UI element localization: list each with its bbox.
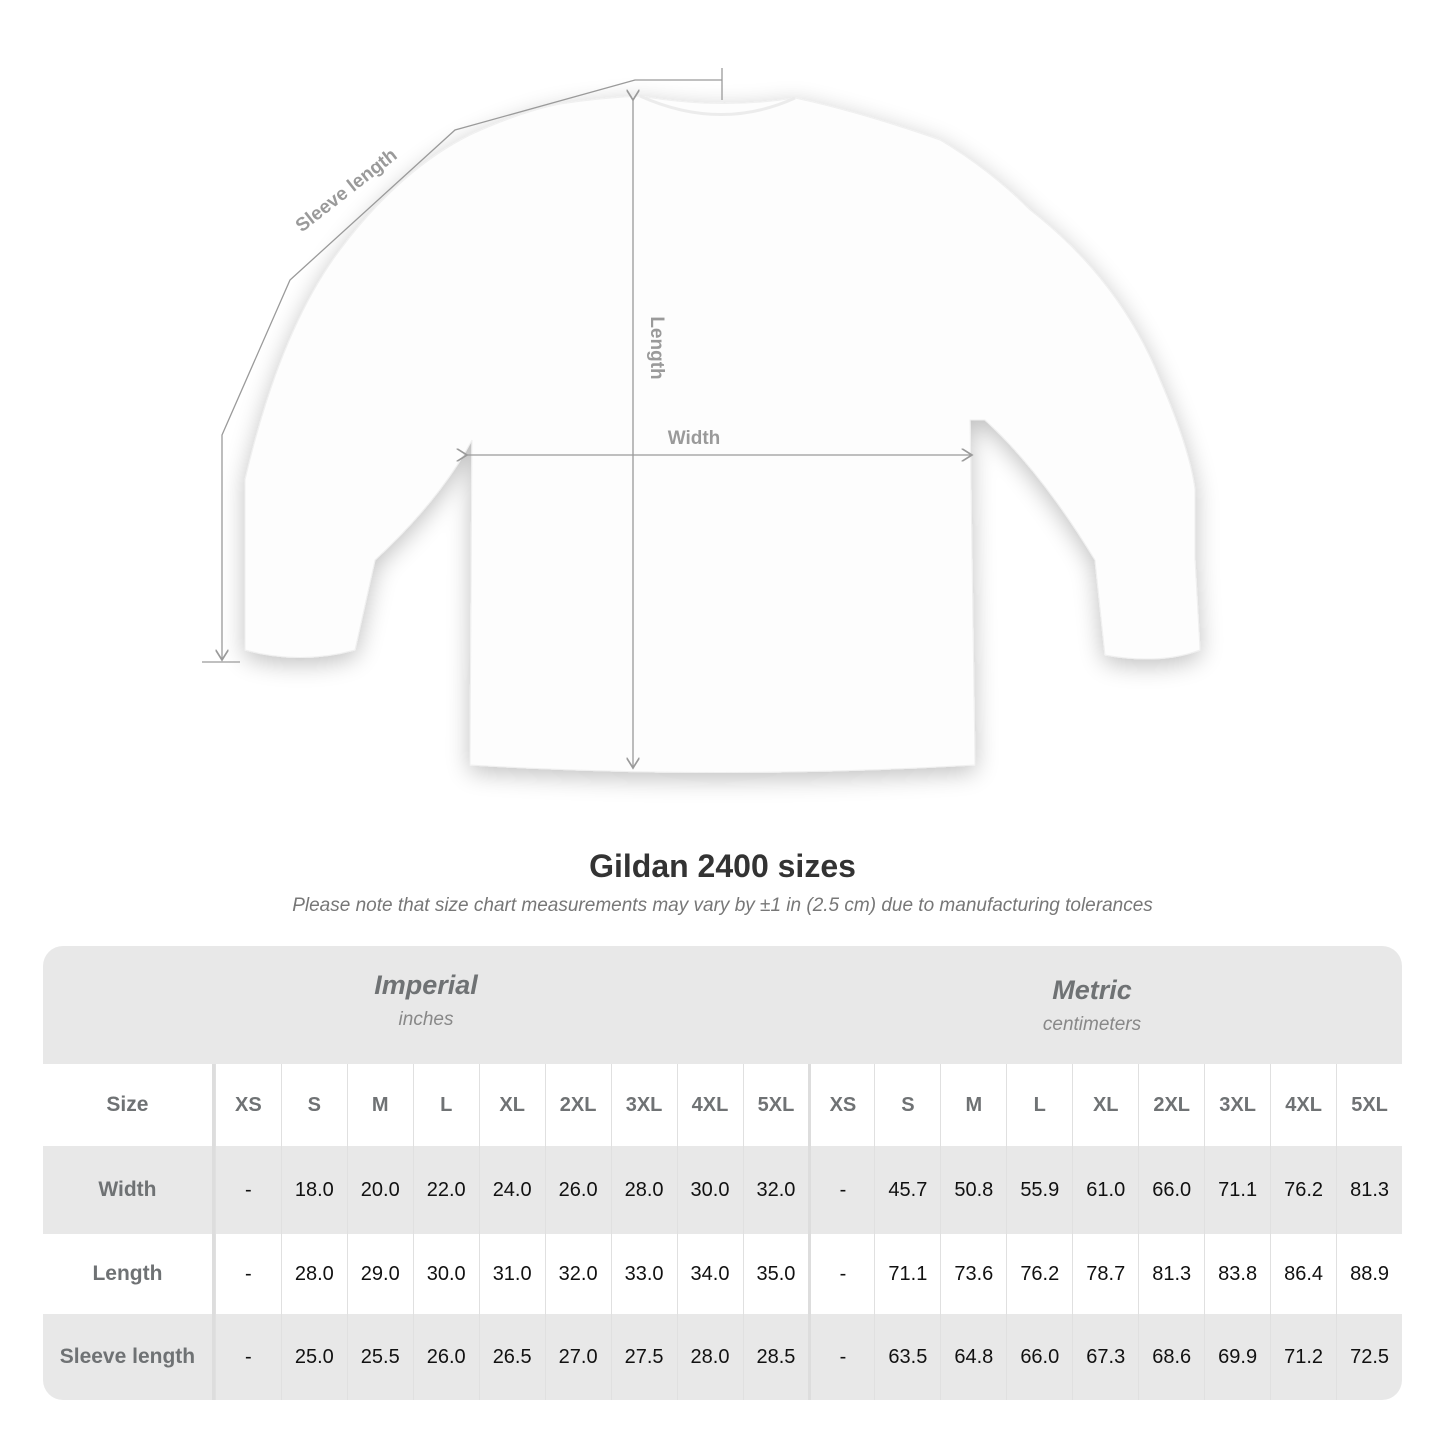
imperial-value-cell: - bbox=[214, 1314, 281, 1400]
imperial-value-cell: 35.0 bbox=[742, 1234, 809, 1314]
imperial-size-header: M bbox=[346, 1064, 413, 1146]
metric-value-cell: 68.6 bbox=[1138, 1314, 1204, 1400]
imperial-value-cell: 30.0 bbox=[676, 1146, 743, 1234]
page-title: Gildan 2400 sizes bbox=[589, 848, 856, 884]
metric-size-header: 2XL bbox=[1138, 1064, 1204, 1146]
metric-value-cell: 69.9 bbox=[1204, 1314, 1270, 1400]
imperial-title: Imperial bbox=[374, 970, 478, 1000]
imperial-value-cell: 26.5 bbox=[478, 1314, 545, 1400]
row-label: Length bbox=[43, 1234, 215, 1314]
metric-value-cell: 71.2 bbox=[1270, 1314, 1336, 1400]
imperial-value-cell: 34.0 bbox=[676, 1234, 743, 1314]
metric-value-cell: 71.1 bbox=[874, 1234, 940, 1314]
table-row: Sleeve length -25.0 25.5 26.0 26.5 27.0 27.5 28… bbox=[43, 1314, 1402, 1400]
metric-value-cell: 76.2 bbox=[1006, 1234, 1072, 1314]
metric-size-header: 4XL bbox=[1270, 1064, 1336, 1146]
sleeve-length-line bbox=[202, 68, 723, 663]
metric-value-cell: 55.9 bbox=[1006, 1146, 1072, 1234]
length-label: Length bbox=[646, 316, 667, 379]
imperial-value-cell: 31.0 bbox=[478, 1234, 545, 1314]
imperial-header: Imperial inches bbox=[215, 946, 637, 1064]
metric-value-cell: 81.3 bbox=[1138, 1234, 1204, 1314]
metric-title: Metric bbox=[1052, 975, 1132, 1005]
metric-value-cell: - bbox=[808, 1146, 874, 1234]
units-header-band bbox=[43, 946, 1402, 1064]
metric-value-cell: 45.7 bbox=[874, 1146, 940, 1234]
imperial-size-header: 3XL bbox=[610, 1064, 677, 1146]
imperial-size-header: 5XL bbox=[742, 1064, 809, 1146]
imperial-value-cell: 22.0 bbox=[412, 1146, 479, 1234]
metric-value-cell: 73.6 bbox=[940, 1234, 1006, 1314]
imperial-size-header: XS bbox=[214, 1064, 281, 1146]
metric-value-cell: 50.8 bbox=[940, 1146, 1006, 1234]
row-label: Width bbox=[43, 1146, 215, 1234]
imperial-value-cell: 26.0 bbox=[412, 1314, 479, 1400]
metric-size-header: 3XL bbox=[1204, 1064, 1270, 1146]
imperial-value-cell: 28.5 bbox=[742, 1314, 809, 1400]
imperial-value-cell: 26.0 bbox=[544, 1146, 611, 1234]
shirt-shape bbox=[244, 95, 1201, 773]
imperial-value-cell: 28.0 bbox=[676, 1314, 743, 1400]
imperial-value-cell: 29.0 bbox=[346, 1234, 413, 1314]
tolerance-note: Please note that size chart measurements… bbox=[292, 895, 1153, 916]
size-table: Imperial inches Metric centimeters Size X… bbox=[43, 946, 1402, 1400]
size-label: Size bbox=[43, 1064, 215, 1146]
imperial-value-cell: - bbox=[214, 1146, 281, 1234]
imperial-value-cell: 30.0 bbox=[412, 1234, 479, 1314]
long-sleeve-shirt-diagram: Sleeve length Length Width bbox=[202, 68, 1201, 773]
imperial-value-cell: 27.0 bbox=[544, 1314, 611, 1400]
imperial-value-cell: 25.0 bbox=[280, 1314, 347, 1400]
metric-unit: centimeters bbox=[1042, 1014, 1142, 1035]
imperial-value-cell: 24.0 bbox=[478, 1146, 545, 1234]
imperial-size-header: XL bbox=[478, 1064, 545, 1146]
size-header-row: Size XS S M L XL 2XL 3XL 4XL 5XL XS S M L XL 2XL 3XL 4XL 5… bbox=[43, 1064, 1402, 1146]
metric-value-cell: 72.5 bbox=[1336, 1314, 1402, 1400]
metric-size-header: S bbox=[874, 1064, 940, 1146]
metric-value-cell: 88.9 bbox=[1336, 1234, 1402, 1314]
imperial-value-cell: 20.0 bbox=[346, 1146, 413, 1234]
imperial-size-header: L bbox=[412, 1064, 479, 1146]
metric-value-cell: 66.0 bbox=[1006, 1314, 1072, 1400]
metric-value-cell: 67.3 bbox=[1072, 1314, 1138, 1400]
metric-value-cell: 63.5 bbox=[874, 1314, 940, 1400]
imperial-size-header: S bbox=[280, 1064, 347, 1146]
metric-value-cell: 81.3 bbox=[1336, 1146, 1402, 1234]
imperial-value-cell: 28.0 bbox=[280, 1234, 347, 1314]
metric-value-cell: 86.4 bbox=[1270, 1234, 1336, 1314]
metric-value-cell: 64.8 bbox=[940, 1314, 1006, 1400]
imperial-size-header: 4XL bbox=[676, 1064, 743, 1146]
imperial-value-cell: 32.0 bbox=[544, 1234, 611, 1314]
imperial-unit: inches bbox=[398, 1009, 454, 1030]
metric-size-header: L bbox=[1006, 1064, 1072, 1146]
imperial-value-cell: 18.0 bbox=[280, 1146, 347, 1234]
imperial-size-header: 2XL bbox=[544, 1064, 611, 1146]
metric-value-cell: - bbox=[808, 1234, 874, 1314]
imperial-value-cell: - bbox=[214, 1234, 281, 1314]
metric-size-header: 5XL bbox=[1336, 1064, 1402, 1146]
width-label: Width bbox=[668, 428, 721, 449]
metric-value-cell: 83.8 bbox=[1204, 1234, 1270, 1314]
metric-value-cell: 66.0 bbox=[1138, 1146, 1204, 1234]
metric-value-cell: 76.2 bbox=[1270, 1146, 1336, 1234]
metric-value-cell: - bbox=[808, 1314, 874, 1400]
imperial-value-cell: 33.0 bbox=[610, 1234, 677, 1314]
imperial-value-cell: 27.5 bbox=[610, 1314, 677, 1400]
metric-value-cell: 71.1 bbox=[1204, 1146, 1270, 1234]
imperial-value-cell: 32.0 bbox=[742, 1146, 809, 1234]
table-row: Length -28.0 29.0 30.0 31.0 32.0 33.0 34.0 35.0-… bbox=[43, 1234, 1402, 1314]
metric-header: Metric centimeters bbox=[809, 951, 1375, 1069]
metric-size-header: M bbox=[940, 1064, 1006, 1146]
imperial-value-cell: 28.0 bbox=[610, 1146, 677, 1234]
row-label: Sleeve length bbox=[43, 1314, 215, 1400]
metric-value-cell: 61.0 bbox=[1072, 1146, 1138, 1234]
metric-size-header: XL bbox=[1072, 1064, 1138, 1146]
metric-value-cell: 78.7 bbox=[1072, 1234, 1138, 1314]
table-row: Width -18.0 20.0 22.0 24.0 26.0 28.0 30.0 32.0-4… bbox=[43, 1146, 1402, 1234]
metric-size-header: XS bbox=[808, 1064, 874, 1146]
imperial-value-cell: 25.5 bbox=[346, 1314, 413, 1400]
